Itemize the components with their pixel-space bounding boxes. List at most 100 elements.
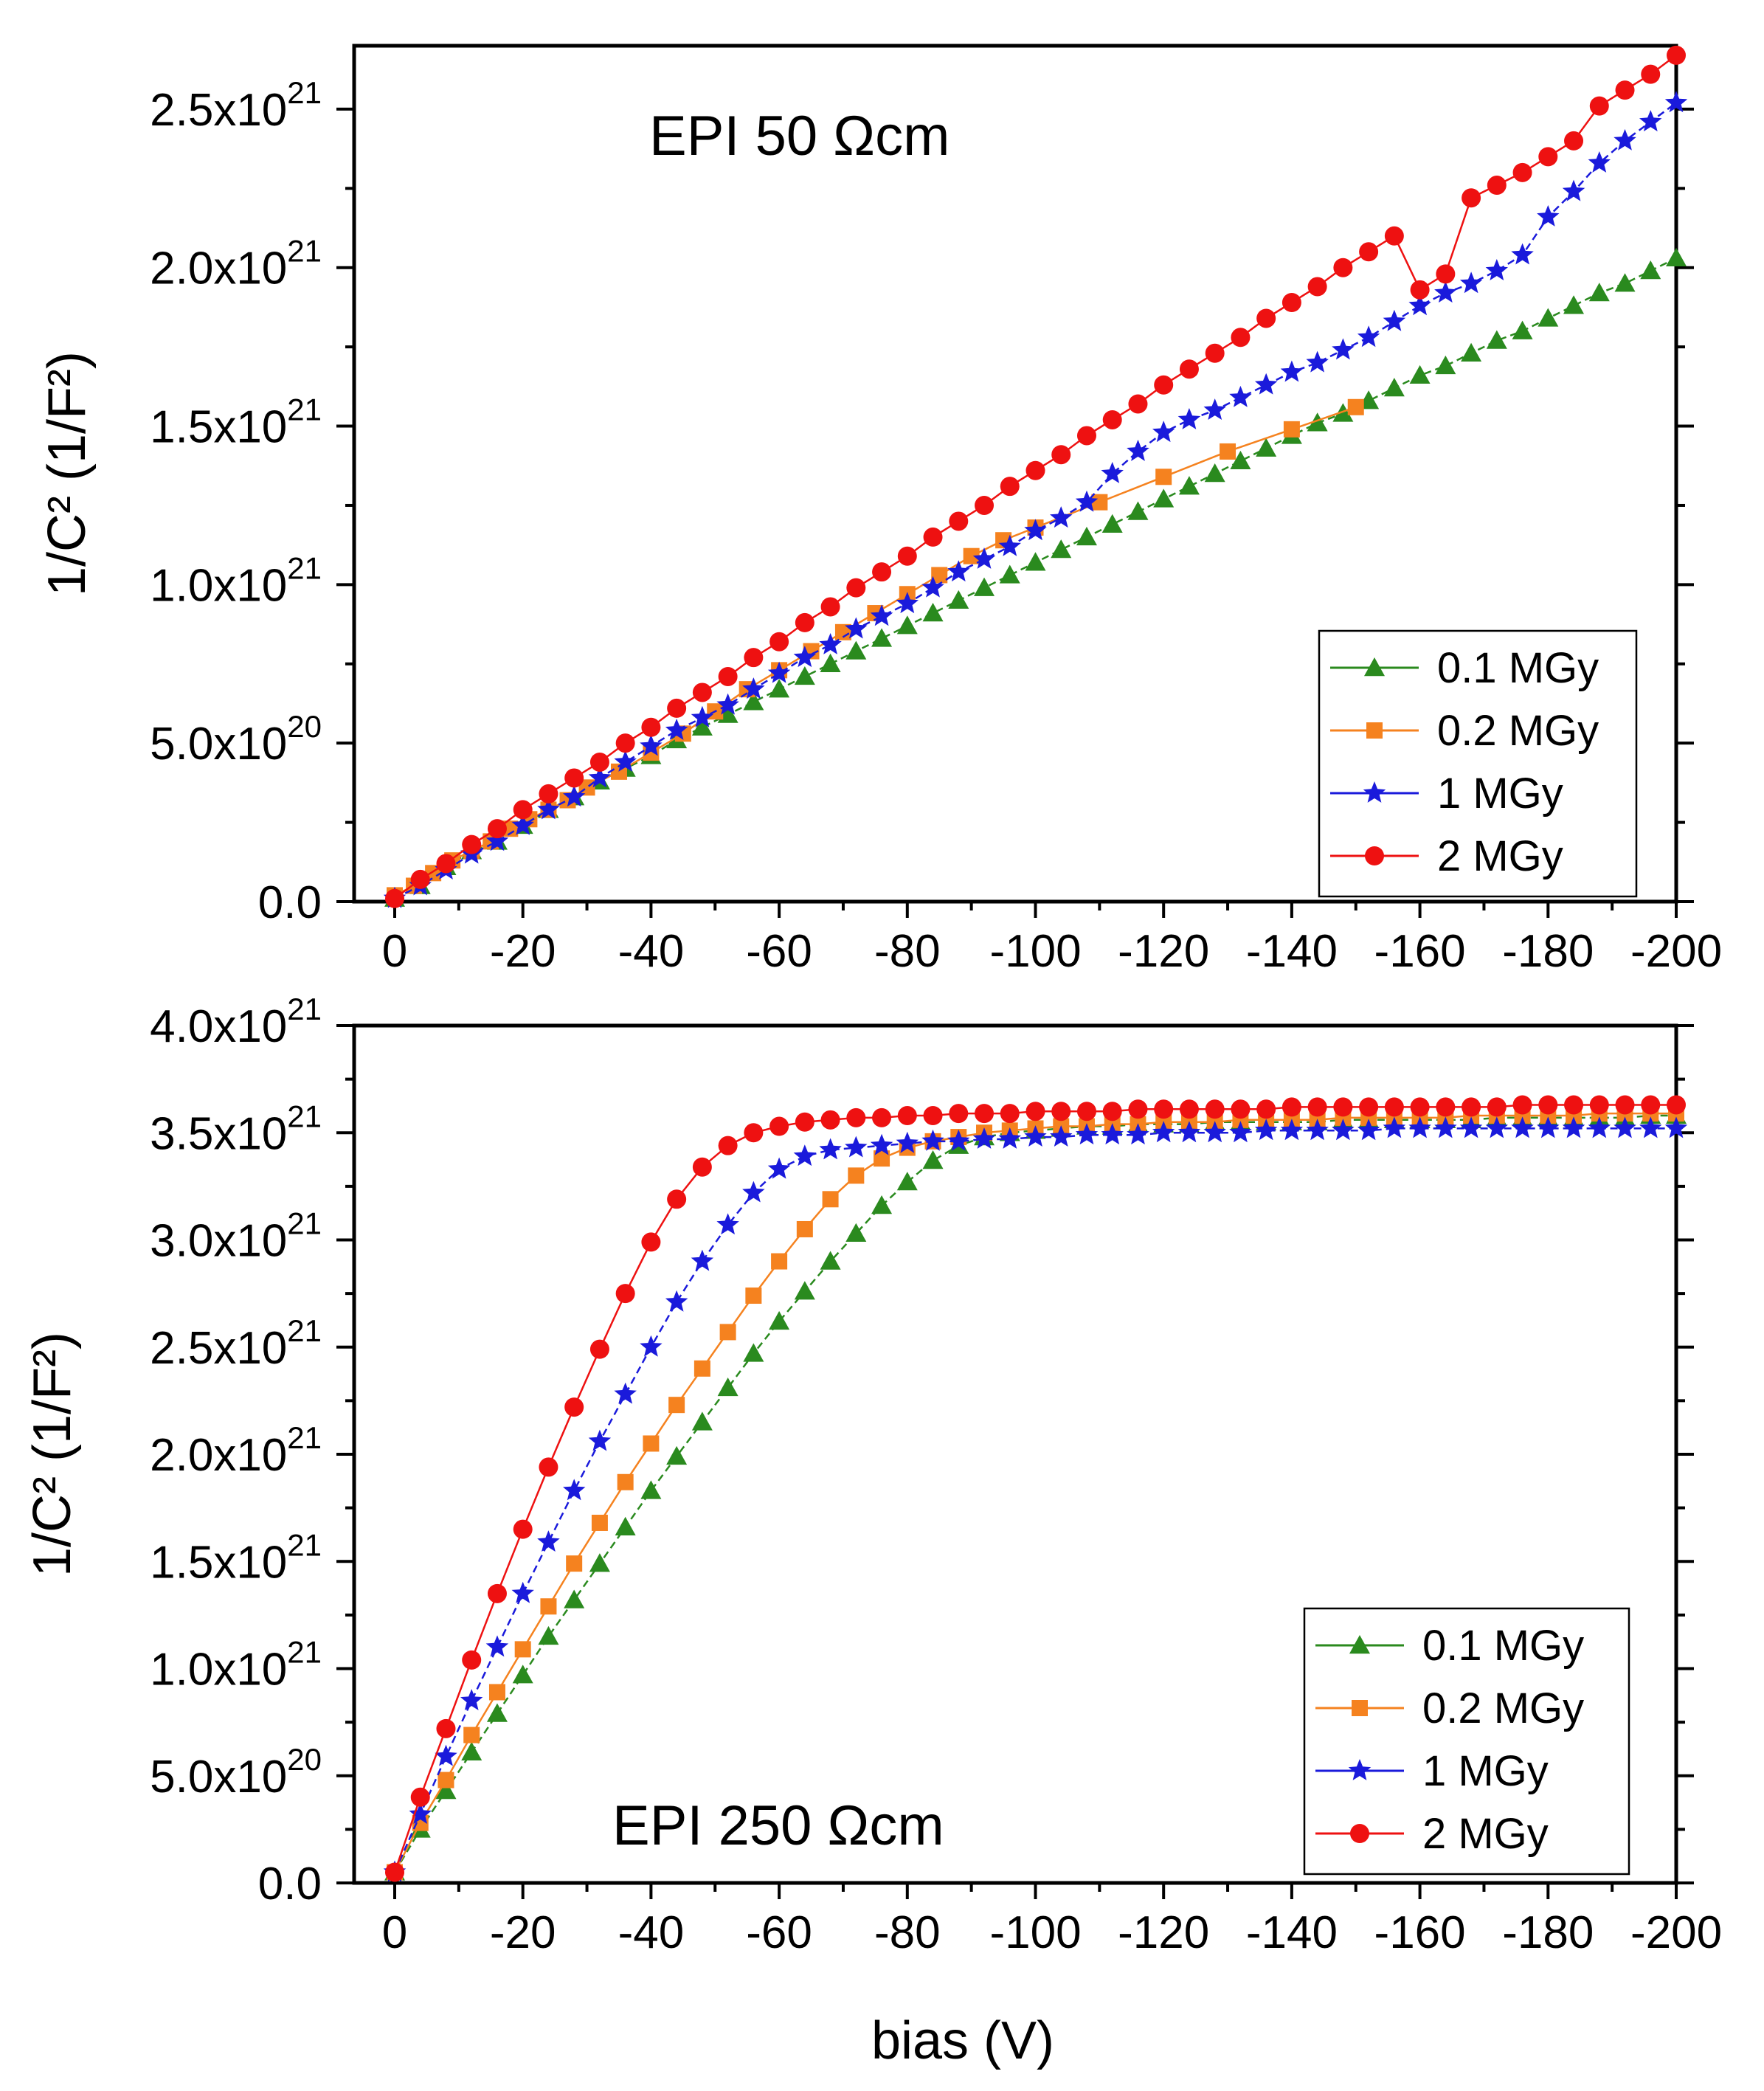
- data-point: [1512, 320, 1533, 339]
- data-point: [1307, 277, 1327, 297]
- y-tick-label: 5.0x1020: [150, 1742, 322, 1803]
- data-point: [1537, 1116, 1560, 1138]
- data-point: [1434, 281, 1457, 303]
- data-point: [1220, 443, 1236, 460]
- data-point: [1075, 1123, 1099, 1145]
- data-point: [769, 632, 789, 652]
- data-point: [1408, 294, 1431, 316]
- data-point: [385, 888, 404, 908]
- data-point: [1282, 1097, 1301, 1117]
- data-point: [822, 1191, 839, 1208]
- legend-label: 0.2 MGy: [1422, 1684, 1584, 1732]
- data-point: [1434, 1116, 1457, 1138]
- data-point: [1128, 1099, 1148, 1119]
- data-point: [1383, 378, 1405, 397]
- data-point: [795, 1112, 814, 1132]
- y-tick-mantissa: 2.5x10: [150, 85, 287, 136]
- data-point: [1639, 110, 1662, 132]
- data-point: [1435, 355, 1456, 375]
- data-point: [848, 1167, 865, 1184]
- data-point: [539, 1457, 558, 1477]
- data-point: [896, 592, 919, 614]
- data-point: [1436, 264, 1456, 284]
- data-point: [1204, 463, 1225, 483]
- y-tick-exponent: 21: [287, 393, 322, 427]
- data-point: [1333, 258, 1353, 277]
- data-point: [1127, 1123, 1149, 1145]
- data-point: [1410, 280, 1430, 300]
- data-point: [796, 1220, 813, 1237]
- data-point: [410, 869, 430, 889]
- data-point: [716, 693, 739, 715]
- panel-title: EPI 50 Ωcm: [649, 105, 950, 167]
- data-point: [718, 1136, 738, 1155]
- data-point: [972, 1127, 996, 1149]
- y-tick-mantissa: 0.0: [258, 1859, 322, 1909]
- y-tick-exponent: 21: [287, 1527, 322, 1562]
- data-point: [1589, 1095, 1609, 1115]
- y-tick-label: 2.0x1021: [150, 1420, 322, 1481]
- data-point: [667, 698, 687, 718]
- data-point: [1564, 1095, 1584, 1115]
- data-point: [1639, 1116, 1662, 1138]
- data-point: [1051, 1102, 1071, 1121]
- data-point: [1179, 359, 1199, 379]
- data-point: [588, 1429, 612, 1451]
- data-point: [1641, 1095, 1661, 1115]
- data-point: [1487, 1097, 1507, 1117]
- x-tick-label: -120: [1118, 926, 1209, 977]
- data-point: [563, 785, 586, 807]
- data-point: [1485, 259, 1508, 280]
- data-point: [922, 1150, 944, 1169]
- data-point: [1256, 308, 1276, 328]
- data-point: [1076, 1102, 1096, 1121]
- data-point: [1256, 1099, 1276, 1119]
- data-point: [872, 1107, 892, 1127]
- data-point: [1306, 1119, 1329, 1141]
- data-point: [794, 1281, 815, 1300]
- data-point: [641, 717, 661, 737]
- x-tick-label: -40: [618, 1907, 685, 1958]
- x-tick-label: -140: [1246, 926, 1338, 977]
- data-point: [564, 768, 584, 788]
- data-point: [1384, 1097, 1404, 1117]
- data-point: [1101, 514, 1123, 533]
- y-tick-mantissa: 2.0x10: [150, 1430, 287, 1481]
- data-point: [1357, 1119, 1380, 1141]
- x-tick-label: -200: [1630, 1907, 1722, 1958]
- data-point: [566, 1555, 583, 1572]
- data-point: [409, 1803, 432, 1824]
- data-point: [1101, 462, 1124, 483]
- x-tick-label: -80: [874, 926, 941, 977]
- data-point: [1666, 247, 1687, 267]
- data-point: [718, 666, 738, 686]
- data-point: [870, 1133, 893, 1155]
- data-point: [1613, 1116, 1636, 1138]
- data-point: [1177, 1121, 1201, 1143]
- y-tick-exponent: 20: [287, 709, 322, 744]
- legend-label: 1 MGy: [1422, 1747, 1549, 1795]
- data-point: [691, 716, 713, 736]
- data-point: [563, 1479, 586, 1501]
- data-point: [513, 1519, 533, 1539]
- data-point: [1282, 293, 1301, 312]
- y-tick-label: 1.5x1021: [150, 1527, 322, 1588]
- data-point: [1102, 1102, 1122, 1121]
- data-point: [1101, 1123, 1124, 1145]
- data-point: [1462, 1097, 1481, 1117]
- data-point: [975, 495, 995, 515]
- y-tick-label: 2.5x1021: [150, 1313, 322, 1374]
- data-point: [1357, 325, 1380, 348]
- data-point: [834, 623, 851, 640]
- data-point: [460, 1689, 483, 1710]
- data-point: [1562, 1116, 1585, 1138]
- data-point: [931, 567, 948, 584]
- data-point: [948, 590, 969, 609]
- data-point: [691, 1249, 714, 1271]
- data-point: [615, 733, 635, 753]
- y-tick-exponent: 21: [287, 1313, 322, 1348]
- data-point: [436, 854, 456, 874]
- y-tick-exponent: 21: [287, 1206, 322, 1241]
- data-point: [540, 1598, 557, 1615]
- data-point: [845, 617, 868, 639]
